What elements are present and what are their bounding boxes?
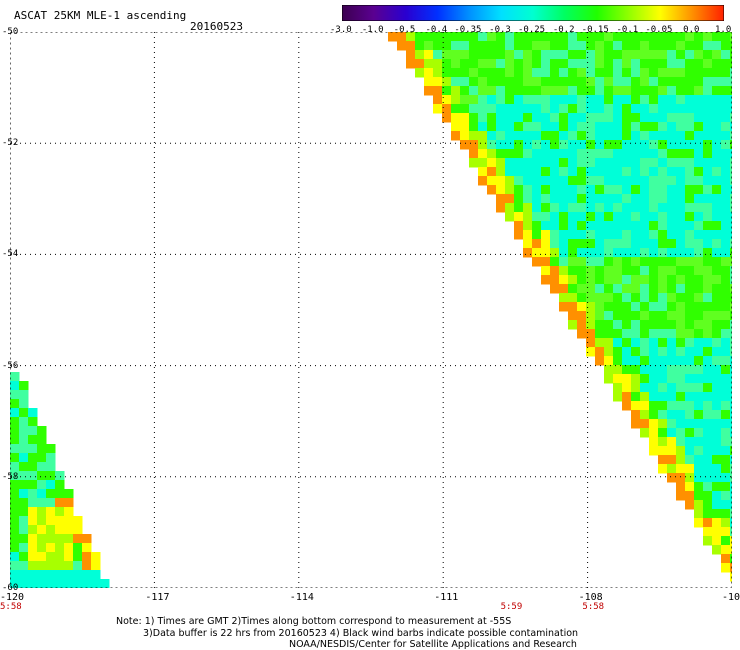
swath-cells (10, 32, 732, 588)
wind-speed-swath-map (10, 32, 732, 588)
longitude-label: -111 (434, 592, 459, 603)
color-scale-tick-label: -0.2 (552, 25, 575, 35)
map-plot-area (10, 32, 732, 588)
longitude-label: -114 (289, 592, 314, 603)
note-line-1: Note: 1) Times are GMT 2)Times along bot… (116, 616, 512, 627)
latitude-label: -60 (2, 583, 19, 593)
product-date: 20160523 (190, 20, 243, 33)
longitude-label: -105 (722, 592, 740, 603)
color-scale-tick-label: -0.4 (425, 25, 448, 35)
color-scale-tick-label: -3.0 (330, 25, 352, 35)
latitude-label: -54 (2, 249, 19, 260)
color-scale-tick-label: -0.1 (616, 25, 639, 35)
note-line-2: 3)Data buffer is 22 hrs from 20160523 4)… (143, 628, 579, 639)
map-frame (10, 32, 732, 588)
product-title: ASCAT 25KM MLE-1 ascending (14, 9, 187, 22)
color-scale-tick-label: -1.0 (361, 25, 384, 35)
latitude-label: -56 (2, 360, 19, 371)
note-line-3: NOAA/NESDIS/Center for Satellite Applica… (289, 639, 577, 650)
map-graticule (10, 32, 732, 588)
measurement-time-label: 5:58 (582, 602, 605, 612)
latitude-label: -58 (2, 471, 19, 482)
longitude-label: -120 (0, 592, 25, 603)
latitude-label: -52 (2, 138, 19, 149)
longitude-label: -108 (578, 592, 603, 603)
color-scale-tick-label: -0.5 (393, 25, 416, 35)
color-scale-gradient (342, 5, 724, 21)
color-scale-tick-label: -0.05 (645, 25, 673, 35)
color-scale-tick-label: -0.25 (518, 25, 546, 35)
color-scale-tick-label: -0.3 (489, 25, 511, 35)
color-scale-bar (342, 5, 724, 21)
color-scale-tick-label: -0.35 (454, 25, 482, 35)
color-scale-tick-label: 0.0 (683, 25, 700, 35)
longitude-label: -117 (145, 592, 170, 603)
measurement-time-label: 5:59 (500, 602, 523, 612)
color-scale-tick-label: -0.15 (581, 25, 609, 35)
color-scale-tick-label: 1.0 (715, 25, 732, 35)
measurement-time-label: 5:58 (0, 602, 22, 612)
latitude-label: -50 (2, 27, 19, 37)
